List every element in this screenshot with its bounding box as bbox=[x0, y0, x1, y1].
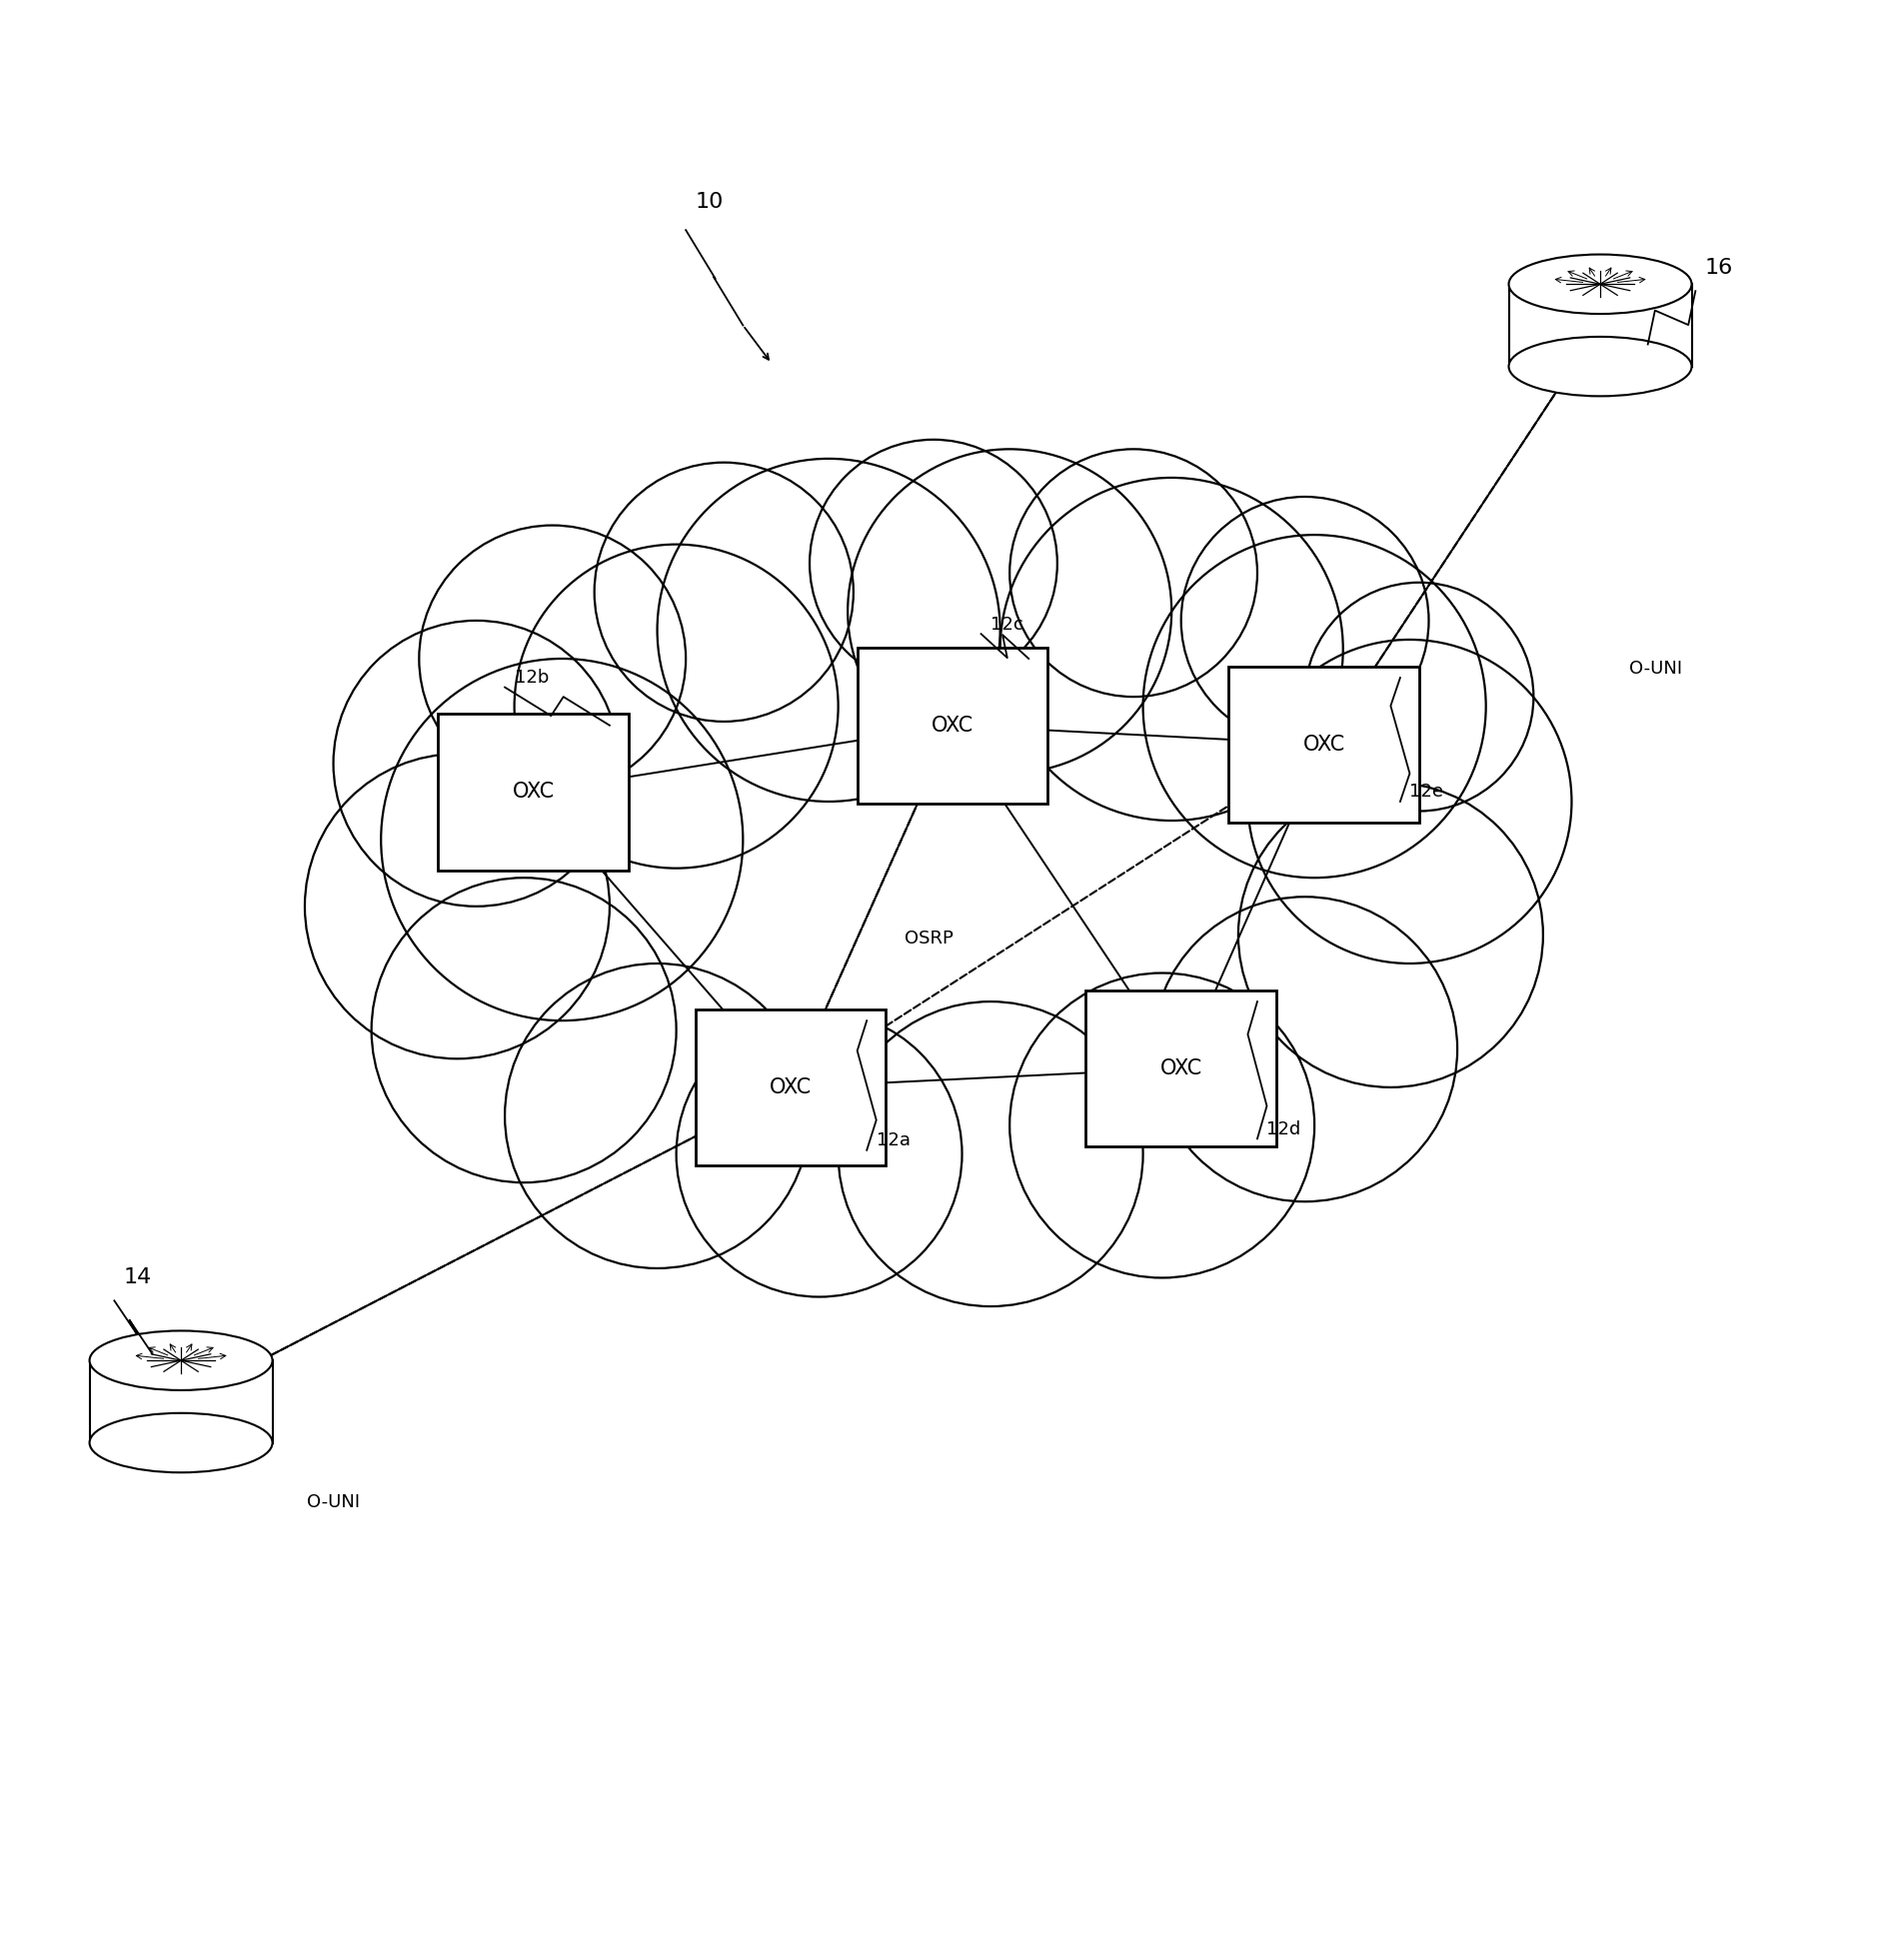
Circle shape bbox=[847, 450, 1171, 773]
Text: OXC: OXC bbox=[931, 716, 973, 736]
Circle shape bbox=[505, 963, 809, 1269]
Ellipse shape bbox=[89, 1331, 272, 1389]
Polygon shape bbox=[89, 1360, 272, 1442]
Ellipse shape bbox=[1508, 255, 1691, 313]
Circle shape bbox=[381, 658, 743, 1020]
Text: O-UNI: O-UNI bbox=[1628, 660, 1681, 677]
Text: 12a: 12a bbox=[876, 1133, 910, 1150]
Circle shape bbox=[1304, 582, 1533, 811]
Circle shape bbox=[305, 753, 609, 1059]
Circle shape bbox=[809, 440, 1057, 687]
FancyBboxPatch shape bbox=[438, 714, 628, 870]
Text: 16: 16 bbox=[1704, 259, 1733, 278]
Circle shape bbox=[1000, 477, 1342, 821]
Text: 12c: 12c bbox=[990, 615, 1022, 632]
Circle shape bbox=[333, 621, 619, 907]
Circle shape bbox=[1009, 973, 1314, 1279]
Circle shape bbox=[1142, 535, 1485, 878]
Text: O-UNI: O-UNI bbox=[307, 1495, 360, 1512]
Ellipse shape bbox=[1508, 337, 1691, 397]
Polygon shape bbox=[1508, 284, 1691, 366]
Ellipse shape bbox=[89, 1413, 272, 1473]
Circle shape bbox=[594, 463, 853, 722]
FancyBboxPatch shape bbox=[857, 648, 1047, 804]
Circle shape bbox=[514, 545, 838, 868]
Text: 12b: 12b bbox=[514, 669, 548, 687]
Circle shape bbox=[1009, 450, 1257, 697]
Text: OXC: OXC bbox=[1160, 1059, 1201, 1078]
Circle shape bbox=[371, 878, 676, 1183]
Text: 12d: 12d bbox=[1266, 1121, 1300, 1138]
Circle shape bbox=[1152, 897, 1457, 1201]
Text: OSRP: OSRP bbox=[904, 930, 954, 948]
Text: 14: 14 bbox=[124, 1267, 152, 1288]
FancyBboxPatch shape bbox=[1228, 666, 1418, 823]
Circle shape bbox=[1247, 640, 1571, 963]
Circle shape bbox=[657, 459, 1000, 802]
Text: 12e: 12e bbox=[1409, 782, 1443, 802]
Circle shape bbox=[838, 1002, 1142, 1306]
Text: OXC: OXC bbox=[769, 1078, 811, 1098]
Text: OXC: OXC bbox=[512, 782, 554, 802]
Text: 10: 10 bbox=[695, 191, 724, 212]
Text: OXC: OXC bbox=[1302, 734, 1344, 755]
FancyBboxPatch shape bbox=[695, 1010, 885, 1166]
Circle shape bbox=[1238, 782, 1542, 1088]
Circle shape bbox=[676, 1012, 962, 1296]
FancyBboxPatch shape bbox=[1085, 991, 1276, 1146]
Circle shape bbox=[419, 525, 685, 792]
Circle shape bbox=[1180, 496, 1428, 745]
